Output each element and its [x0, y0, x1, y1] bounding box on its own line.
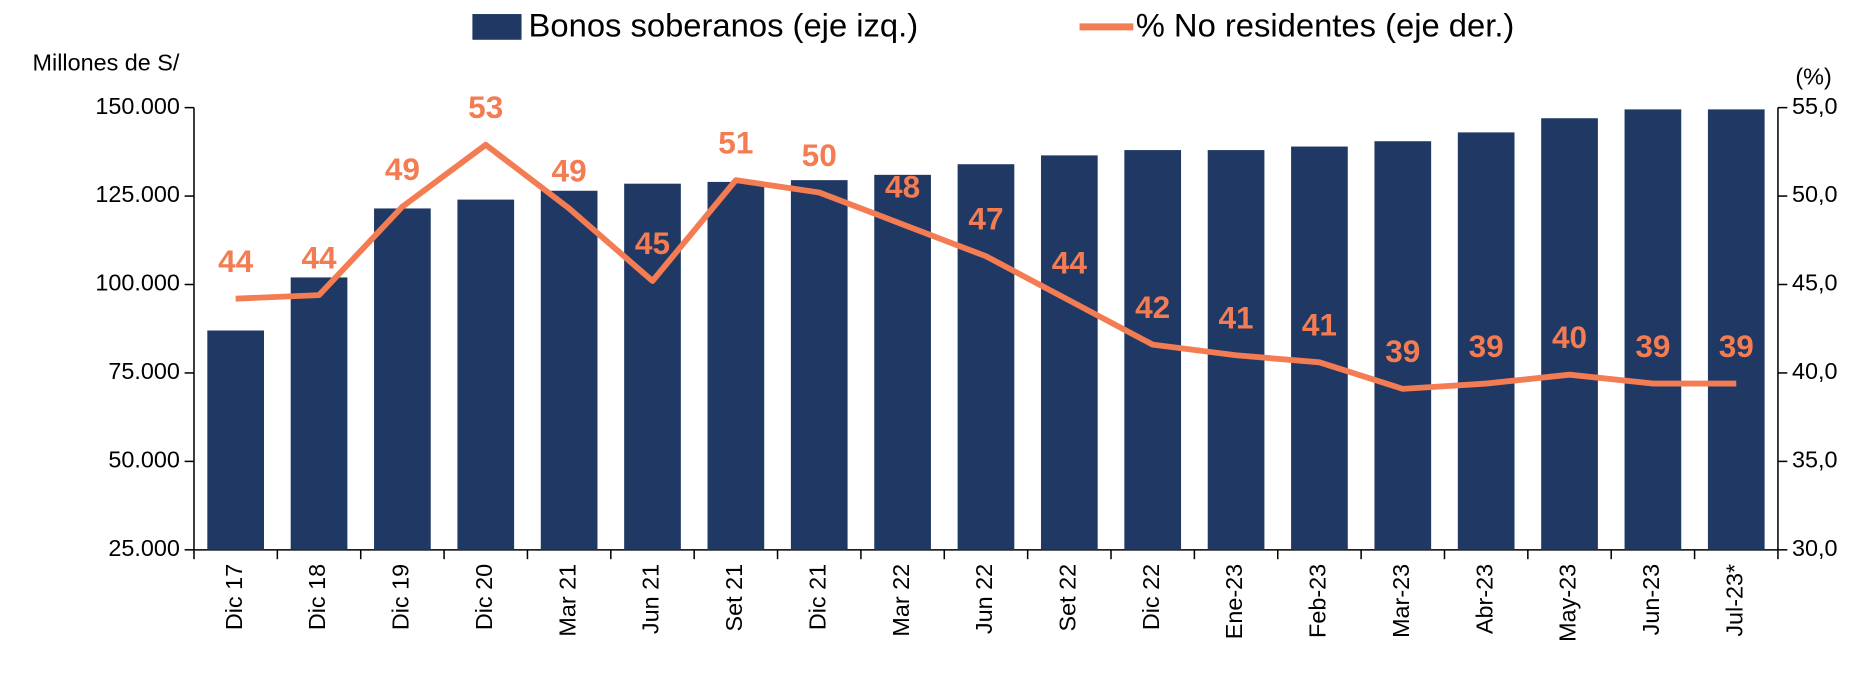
y2-tick-label: 40,0: [1792, 358, 1837, 384]
x-tick-label: Dic 19: [388, 564, 414, 630]
x-tick-label: Mar-23: [1388, 564, 1414, 638]
data-label: 39: [1635, 328, 1670, 364]
y-tick-label: 50.000: [108, 447, 180, 473]
legend-swatch: [472, 14, 522, 40]
y2-tick-label: 50,0: [1792, 181, 1837, 207]
bar: [457, 199, 515, 550]
data-label: 45: [635, 225, 670, 261]
bar: [290, 277, 348, 550]
data-label: 53: [468, 89, 503, 125]
bar: [1707, 109, 1765, 550]
x-tick-label: Dic 22: [1138, 564, 1164, 630]
data-label: 49: [385, 151, 420, 187]
legend-label: % No residentes (eje der.): [1136, 7, 1515, 44]
data-label: 47: [968, 200, 1003, 236]
x-tick-label: Set 21: [721, 564, 747, 632]
y-tick-label: 75.000: [108, 358, 180, 384]
bar: [1457, 132, 1515, 550]
bar: [540, 190, 598, 550]
x-tick-label: Dic 18: [304, 564, 330, 630]
bar: [874, 174, 931, 550]
x-tick-label: Jun-23: [1638, 564, 1664, 635]
data-label: 39: [1719, 328, 1754, 364]
x-tick-label: Mar 22: [888, 564, 914, 637]
data-label: 42: [1135, 289, 1170, 325]
x-tick-label: May-23: [1555, 564, 1581, 642]
bar: [790, 180, 848, 550]
bar: [1291, 146, 1348, 550]
y2-tick-label: 30,0: [1792, 535, 1837, 561]
data-label: 49: [552, 153, 587, 189]
bar: [207, 330, 265, 550]
data-label: 51: [718, 124, 753, 160]
bar: [707, 181, 765, 550]
data-label: 41: [1219, 300, 1254, 336]
x-tick-label: Mar 21: [554, 564, 580, 637]
x-tick-label: Abr-23: [1471, 564, 1497, 634]
x-tick-label: Set 22: [1055, 564, 1081, 632]
legend-label: Bonos soberanos (eje izq.): [529, 7, 919, 44]
y-tick-label: 150.000: [95, 93, 180, 119]
y2-tick-label: 35,0: [1792, 447, 1837, 473]
bar: [374, 208, 431, 550]
x-tick-label: Jun 22: [971, 564, 997, 634]
data-label: 44: [1052, 245, 1088, 281]
x-tick-label: Dic 20: [471, 564, 497, 630]
y-axis-label: Millones de S/: [33, 50, 180, 76]
data-label: 48: [885, 169, 920, 205]
y2-axis-label: (%): [1795, 64, 1831, 90]
bar: [1624, 109, 1682, 550]
bar: [1374, 141, 1432, 550]
bar: [957, 164, 1015, 550]
x-tick-label: Dic 17: [221, 564, 247, 630]
data-label: 44: [301, 239, 337, 275]
x-tick-label: Feb-23: [1305, 564, 1331, 638]
data-label: 41: [1302, 307, 1337, 343]
data-label: 40: [1552, 319, 1587, 355]
bar: [1541, 118, 1598, 550]
x-tick-label: Dic 21: [804, 564, 830, 630]
data-label: 44: [218, 243, 254, 279]
x-tick-label: Jul-23*: [1721, 564, 1747, 637]
y-tick-label: 100.000: [95, 270, 180, 296]
x-tick-label: Ene-23: [1221, 564, 1247, 639]
data-label: 50: [802, 137, 837, 173]
bar: [624, 183, 681, 550]
line: [235, 141, 1737, 392]
y-tick-label: 25.000: [108, 535, 180, 561]
bar: [1040, 155, 1098, 550]
x-tick-label: Jun 21: [638, 564, 664, 634]
y2-tick-label: 55,0: [1792, 93, 1837, 119]
y-tick-label: 125.000: [95, 181, 180, 207]
data-label: 39: [1385, 333, 1420, 369]
data-label: 39: [1469, 328, 1504, 364]
y2-tick-label: 45,0: [1792, 270, 1837, 296]
